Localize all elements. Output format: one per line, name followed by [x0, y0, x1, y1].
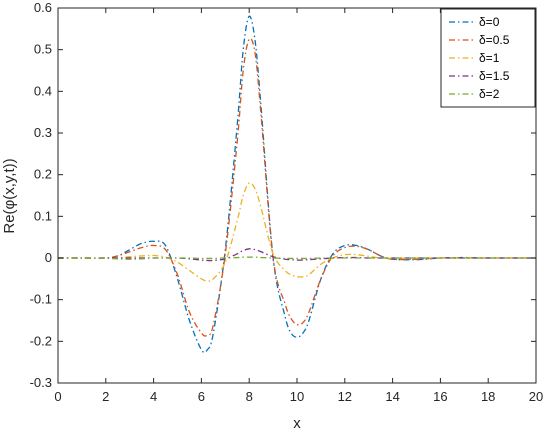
x-tick-label: 4	[150, 389, 157, 404]
y-tick-label: 0.4	[34, 83, 52, 98]
x-tick-label: 12	[338, 389, 352, 404]
legend-label: δ=1	[479, 51, 500, 65]
x-tick-label: 16	[433, 389, 447, 404]
legend-label: δ=2	[479, 87, 500, 101]
legend: δ=0 δ=0.5 δ=1 δ=1.5 δ=2	[440, 8, 536, 108]
x-tick-label: 14	[385, 389, 399, 404]
series-line-4	[57, 256, 536, 260]
y-axis-ticks: -0.3 -0.2 -0.1 0 0.1 0.2 0.3 0.4 0.5 0.6	[30, 0, 536, 390]
x-tick-label: 18	[481, 389, 495, 404]
x-tick-label: 2	[102, 389, 109, 404]
x-tick-label: 0	[54, 389, 61, 404]
y-tick-label: 0.3	[34, 125, 52, 140]
x-tick-label: 10	[290, 389, 304, 404]
y-tick-label: -0.3	[30, 375, 52, 390]
legend-label: δ=0.5	[479, 33, 510, 47]
y-tick-label: 0.5	[34, 42, 52, 57]
series-group	[57, 15, 536, 354]
y-tick-label: -0.2	[30, 333, 52, 348]
series-line-2	[57, 182, 536, 282]
legend-label: δ=0	[479, 15, 500, 29]
x-axis-title: x	[293, 415, 301, 432]
y-tick-label: 0.2	[34, 167, 52, 182]
x-axis-ticks: 0 2 4 6 8 10 12 14 16 18 20	[54, 8, 543, 404]
y-tick-label: 0.1	[34, 208, 52, 223]
y-axis-title: Re(φ(x,y,t))	[1, 158, 18, 233]
y-tick-label: 0.6	[34, 0, 52, 15]
x-tick-label: 8	[246, 389, 253, 404]
y-tick-label: -0.1	[30, 292, 52, 307]
x-tick-label: 20	[529, 389, 543, 404]
y-tick-label: 0	[45, 250, 52, 265]
legend-box	[440, 8, 536, 108]
x-tick-label: 6	[198, 389, 205, 404]
legend-label: δ=1.5	[479, 69, 510, 83]
